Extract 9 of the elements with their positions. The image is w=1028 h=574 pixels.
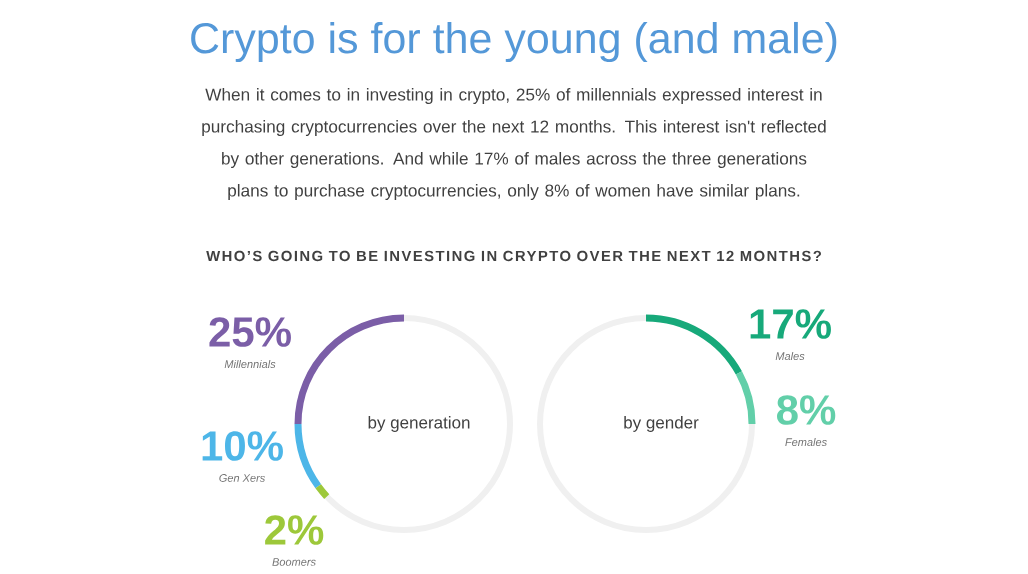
- data-label: 8%: [777, 395, 836, 425]
- text: When it comes to in investing in crypto, 25% of millennials expressed interest in purchasing cryptocurrencies over the next 12 months. This interest isn't reflected by other generations. And while 17% of males across the three generations plans to purchase cryptocurrencies, only 8% of women have similar plans.: [202, 87, 826, 201]
- data-label: 17%: [750, 309, 831, 339]
- text: by generation: [368, 416, 470, 432]
- data-label: 25%: [209, 317, 291, 347]
- text: Crypto is for the young (and male): [191, 21, 837, 63]
- text: by gender: [624, 416, 699, 432]
- data-label: 10%: [202, 431, 283, 461]
- data-label: 2%: [265, 515, 324, 545]
